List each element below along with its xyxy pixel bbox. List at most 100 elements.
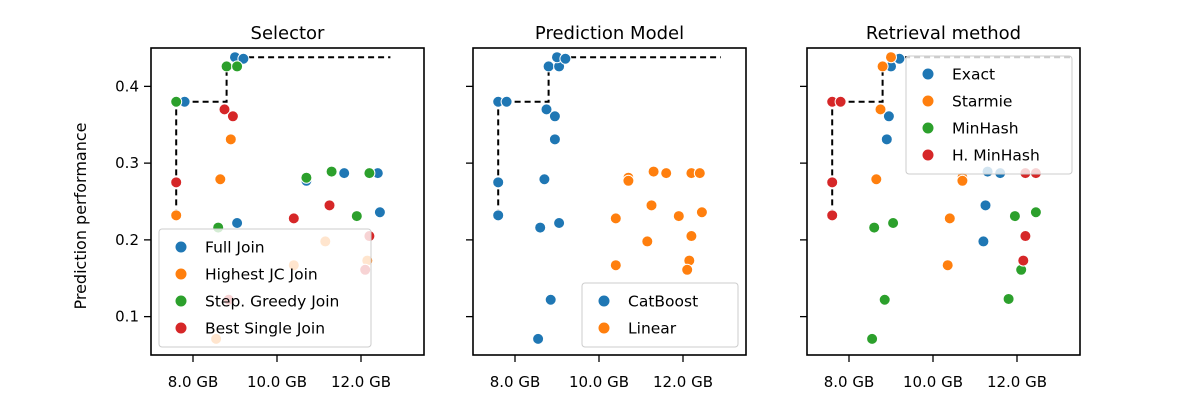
data-point	[866, 332, 879, 345]
data-point	[1008, 210, 1021, 223]
y-tick-label: 0.4	[115, 77, 139, 95]
data-point	[887, 216, 900, 229]
x-tick-label: 12.0 GB	[331, 373, 391, 391]
axes-frame	[150, 47, 425, 356]
data-point	[226, 110, 239, 123]
series-catboost	[492, 51, 572, 345]
data-point	[559, 52, 572, 65]
data-point	[695, 206, 708, 219]
legend: CatBoost Linear	[581, 282, 739, 348]
data-point	[622, 174, 635, 187]
panel-title: Selector	[251, 23, 326, 44]
y-tick-label: 0.3	[115, 154, 139, 172]
legend-marker	[597, 294, 611, 308]
legend-label: Starmie	[952, 93, 1012, 111]
data-point	[660, 167, 673, 180]
x-tick-label: 8.0 GB	[168, 373, 219, 391]
data-point	[373, 206, 386, 219]
axes-frame	[472, 47, 747, 356]
data-point	[874, 103, 887, 116]
axes-frame	[806, 47, 1081, 356]
pareto-front-line	[497, 56, 721, 216]
series-full-join	[178, 51, 386, 229]
data-point	[681, 263, 694, 276]
series-minhash	[866, 206, 1042, 345]
data-point	[542, 60, 555, 73]
data-point	[647, 165, 660, 178]
data-point	[300, 171, 313, 184]
data-point	[323, 199, 336, 212]
series-step-greedy-join	[170, 60, 376, 234]
data-point	[943, 212, 956, 225]
y-tick-label: 0.2	[115, 231, 139, 249]
legend: Full Join Highest JC Join Step. Greedy Joi…	[158, 228, 372, 348]
legend-label: Highest JC Join	[205, 266, 318, 284]
data-point	[641, 235, 654, 248]
legend-label: Exact	[952, 66, 995, 84]
legend-marker	[921, 94, 935, 108]
data-point	[544, 293, 557, 306]
data-point	[826, 209, 839, 222]
legend-box	[905, 55, 1073, 175]
data-point	[941, 259, 954, 272]
data-point	[231, 216, 244, 229]
x-tick-label: 8.0 GB	[824, 373, 875, 391]
panel-1: Selector 8.0 GB 10.0 GB 12.0 GB 0.1 0.2 0.3 0.4…	[115, 23, 425, 391]
data-point	[500, 95, 513, 108]
legend-label: Linear	[628, 320, 677, 338]
data-point	[287, 212, 300, 225]
data-point	[1002, 292, 1015, 305]
data-point	[492, 176, 505, 189]
legend-marker	[921, 121, 935, 135]
data-point	[170, 209, 183, 222]
data-point	[685, 230, 698, 243]
x-tick-label: 8.0 GB	[490, 373, 541, 391]
x-tick-label: 10.0 GB	[247, 373, 307, 391]
series-linear	[609, 165, 708, 276]
data-point	[218, 103, 231, 116]
legend-box	[158, 228, 372, 348]
data-point	[170, 176, 183, 189]
data-point	[170, 95, 183, 108]
data-point	[826, 176, 839, 189]
data-point	[1017, 254, 1030, 267]
data-point	[1019, 230, 1032, 243]
pareto-front-line	[175, 56, 391, 216]
legend-marker	[174, 294, 188, 308]
legend-marker	[174, 267, 188, 281]
legend-marker	[597, 321, 611, 335]
data-point	[885, 51, 897, 64]
data-point	[956, 174, 969, 187]
data-point	[237, 52, 250, 65]
panel-2: Prediction Model 8.0 GB 10.0 GB 12.0 GB CatB…	[466, 23, 747, 391]
panels: Selector 8.0 GB 10.0 GB 12.0 GB 0.1 0.2 0.3 0.4…	[115, 23, 1081, 391]
data-point	[532, 332, 545, 345]
legend: Exact Starmie MinHash H. MinHash	[905, 55, 1073, 175]
legend-marker	[174, 321, 188, 335]
data-point	[693, 167, 706, 180]
series-starmie	[870, 51, 969, 272]
data-point	[834, 95, 847, 108]
y-tick-label: 0.1	[115, 308, 139, 326]
legend-box	[581, 282, 739, 348]
legend-marker	[921, 148, 935, 162]
data-point	[350, 210, 363, 223]
data-point	[876, 60, 889, 73]
data-point	[1029, 206, 1042, 219]
panel-3: Retrieval method 8.0 GB 10.0 GB 12.0 GB Exac…	[800, 23, 1081, 391]
legend-label: Step. Greedy Join	[205, 293, 339, 311]
data-point	[492, 209, 505, 222]
data-point	[231, 60, 244, 73]
data-point	[363, 167, 376, 180]
x-tick-label: 10.0 GB	[569, 373, 629, 391]
legend-label: CatBoost	[628, 293, 698, 311]
data-point	[979, 199, 992, 212]
x-tick-label: 12.0 GB	[653, 373, 713, 391]
data-point	[977, 235, 990, 248]
data-point	[325, 165, 338, 178]
y-axis-label: Prediction performance	[71, 122, 90, 309]
legend-label: Best Single Join	[205, 320, 325, 338]
x-tick-label: 12.0 GB	[987, 373, 1047, 391]
data-point	[224, 133, 237, 146]
legend-label: H. MinHash	[952, 147, 1040, 165]
